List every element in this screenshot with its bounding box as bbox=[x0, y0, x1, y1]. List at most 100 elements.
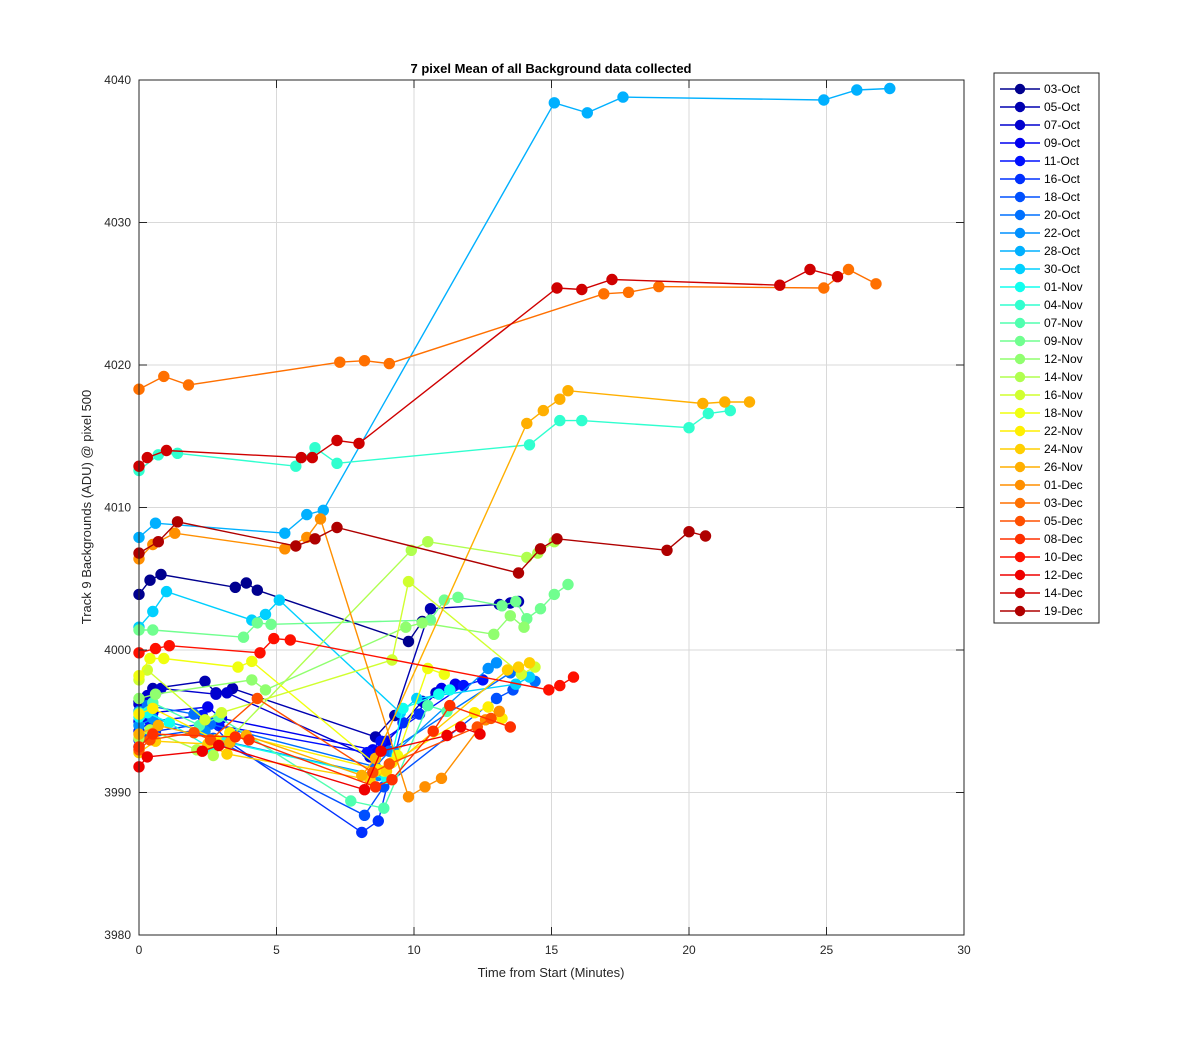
data-point bbox=[444, 699, 456, 712]
series-01-Dec bbox=[133, 513, 505, 803]
data-point bbox=[504, 610, 516, 622]
data-point bbox=[543, 684, 555, 696]
legend-entry: 22-Oct bbox=[1000, 226, 1081, 240]
series-26-Nov bbox=[133, 385, 756, 782]
legend-marker bbox=[1014, 371, 1026, 383]
data-point bbox=[702, 407, 714, 420]
legend-marker bbox=[1014, 389, 1026, 401]
legend-marker bbox=[1014, 173, 1026, 185]
data-point bbox=[207, 749, 220, 762]
series-04-Nov bbox=[133, 404, 736, 477]
data-point bbox=[215, 707, 228, 719]
data-point bbox=[422, 662, 434, 675]
data-point bbox=[147, 728, 159, 740]
data-point bbox=[246, 655, 258, 668]
data-point bbox=[435, 772, 448, 784]
data-point bbox=[724, 404, 736, 417]
data-point bbox=[169, 527, 181, 539]
legend-label: 08-Dec bbox=[1044, 532, 1083, 546]
data-point bbox=[309, 533, 321, 545]
data-point bbox=[163, 640, 176, 652]
legend-marker bbox=[1014, 479, 1026, 491]
series-28-Oct bbox=[133, 82, 896, 544]
data-point bbox=[419, 781, 431, 793]
data-point bbox=[210, 688, 222, 700]
series-19-Dec bbox=[133, 516, 712, 579]
data-point bbox=[548, 588, 560, 601]
data-point bbox=[474, 728, 486, 740]
legend-label: 01-Dec bbox=[1044, 478, 1083, 492]
data-point bbox=[147, 702, 159, 715]
data-point bbox=[353, 437, 365, 450]
legend-marker bbox=[1014, 101, 1026, 113]
legend-entry: 10-Dec bbox=[1000, 550, 1083, 564]
legend-label: 26-Nov bbox=[1044, 460, 1083, 474]
legend-entry: 08-Dec bbox=[1000, 532, 1083, 546]
series-10-Dec bbox=[133, 632, 580, 696]
data-point bbox=[617, 91, 629, 103]
data-point bbox=[512, 661, 525, 673]
legend-label: 18-Oct bbox=[1044, 190, 1081, 204]
data-point bbox=[493, 705, 505, 717]
legend-entry: 07-Nov bbox=[1000, 316, 1083, 330]
legend-entry: 18-Oct bbox=[1000, 190, 1081, 204]
data-point bbox=[488, 628, 500, 640]
data-point bbox=[831, 271, 844, 283]
legend-entry: 01-Nov bbox=[1000, 280, 1083, 294]
x-tick-label: 0 bbox=[136, 943, 143, 957]
legend-entry: 03-Oct bbox=[1000, 82, 1081, 96]
data-point bbox=[567, 671, 580, 683]
data-point bbox=[279, 527, 291, 539]
data-point bbox=[229, 581, 242, 593]
grid-lines bbox=[139, 80, 964, 935]
legend-label: 07-Oct bbox=[1044, 118, 1081, 132]
legend-entry: 04-Nov bbox=[1000, 298, 1083, 312]
legend-label: 03-Dec bbox=[1044, 496, 1083, 510]
data-point bbox=[523, 657, 536, 669]
legend-label: 20-Oct bbox=[1044, 208, 1081, 222]
x-tick-label: 10 bbox=[407, 943, 421, 957]
data-point bbox=[622, 286, 635, 298]
legend-label: 12-Dec bbox=[1044, 568, 1083, 582]
legend-label: 01-Nov bbox=[1044, 280, 1083, 294]
x-tick-label: 30 bbox=[957, 943, 971, 957]
data-point bbox=[537, 404, 549, 417]
series-14-Dec bbox=[133, 263, 844, 472]
legend-marker bbox=[1014, 299, 1026, 311]
legend-marker bbox=[1014, 497, 1026, 509]
data-point bbox=[358, 355, 371, 367]
data-point bbox=[683, 422, 695, 434]
data-point bbox=[149, 517, 162, 529]
legend-marker bbox=[1014, 191, 1026, 203]
legend-marker bbox=[1014, 425, 1026, 437]
legend-label: 04-Nov bbox=[1044, 298, 1083, 312]
legend-label: 19-Dec bbox=[1044, 604, 1083, 618]
data-point bbox=[147, 624, 159, 636]
legend-label: 24-Nov bbox=[1044, 442, 1083, 456]
x-tick-label: 20 bbox=[682, 943, 696, 957]
data-point bbox=[251, 692, 263, 705]
data-point bbox=[683, 526, 695, 538]
data-point bbox=[884, 82, 896, 95]
data-point bbox=[422, 699, 434, 712]
data-point bbox=[268, 632, 280, 645]
series-03-Dec bbox=[133, 263, 882, 395]
data-point bbox=[383, 758, 395, 770]
data-point bbox=[265, 618, 277, 630]
data-point bbox=[504, 721, 516, 733]
data-point bbox=[554, 679, 566, 692]
legend-marker bbox=[1014, 137, 1026, 149]
legend-entry: 19-Dec bbox=[1000, 604, 1083, 618]
legend-entries: 03-Oct 05-Oct 07-Oct 09-Oct 11-Oct 16-Oct 18-O… bbox=[1000, 82, 1083, 618]
data-point bbox=[301, 508, 313, 521]
data-point bbox=[576, 414, 588, 427]
data-point bbox=[576, 283, 588, 296]
series-09-Nov bbox=[133, 578, 574, 643]
data-point bbox=[548, 97, 560, 109]
data-point bbox=[510, 595, 522, 608]
data-point bbox=[424, 603, 437, 615]
legend-entry: 01-Dec bbox=[1000, 478, 1083, 492]
legend-marker bbox=[1014, 317, 1026, 329]
data-point bbox=[284, 634, 296, 646]
legend-marker bbox=[1014, 335, 1026, 347]
